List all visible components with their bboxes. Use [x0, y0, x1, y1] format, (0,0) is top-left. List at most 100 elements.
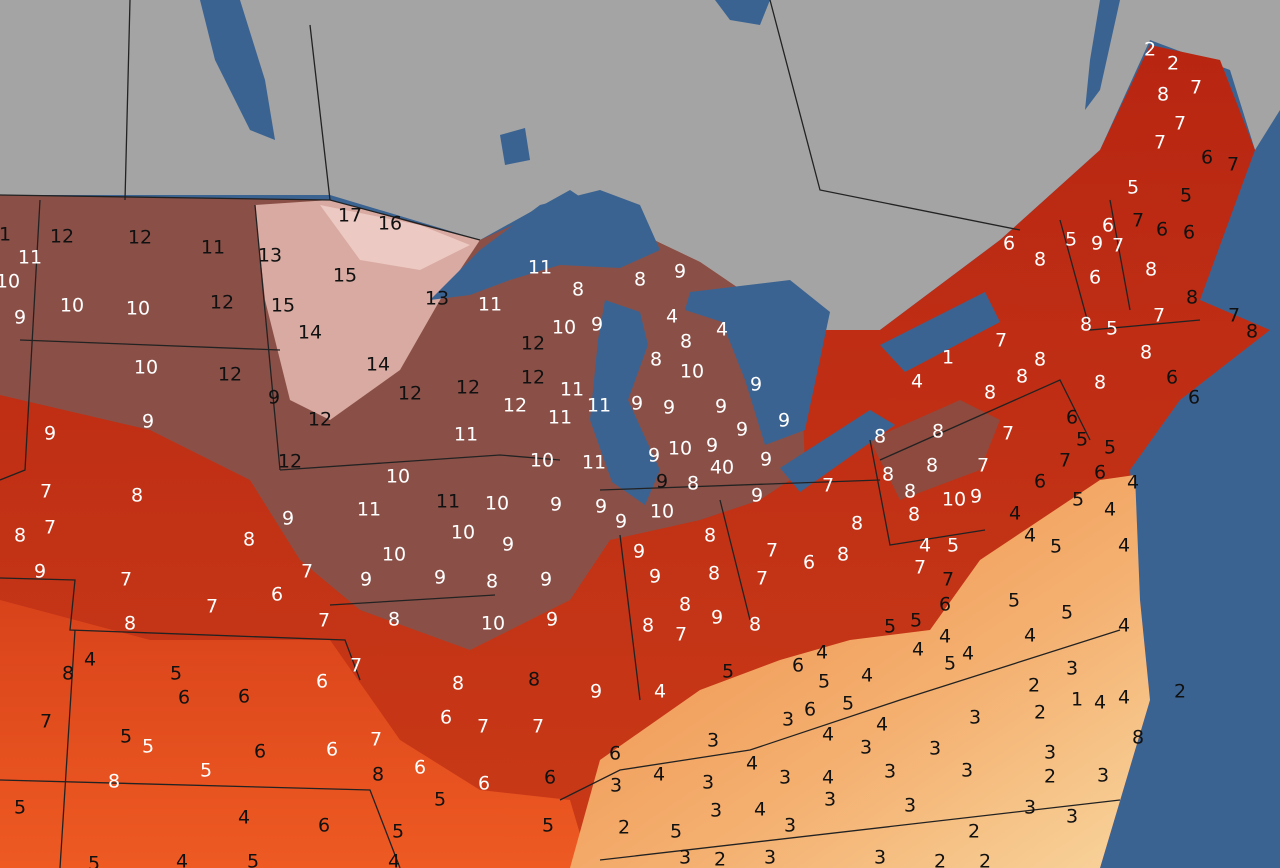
- lake-huron: [685, 280, 830, 445]
- value-label: 4: [919, 535, 931, 557]
- value-label: 8: [708, 563, 720, 585]
- value-label: 9: [615, 511, 627, 533]
- value-label: 11: [201, 237, 225, 259]
- value-label: 3: [707, 730, 719, 752]
- value-label: 9: [706, 435, 718, 457]
- value-label: 7: [1227, 154, 1239, 176]
- value-label: 6: [318, 815, 330, 837]
- value-label: 8: [1094, 372, 1106, 394]
- value-label: 10: [0, 271, 20, 293]
- value-label: 4: [388, 851, 400, 868]
- lake-nipigon: [500, 128, 530, 165]
- value-label: 8: [1132, 727, 1144, 749]
- value-label: 10: [680, 361, 704, 383]
- value-label: 4: [876, 714, 888, 736]
- value-label: 9: [648, 445, 660, 467]
- value-label: 17: [338, 205, 362, 227]
- value-label: 7: [1112, 235, 1124, 257]
- value-label: 13: [425, 288, 449, 310]
- lakes-ohio-zone: [870, 400, 1000, 500]
- value-label: 8: [1080, 314, 1092, 336]
- value-label: 9: [760, 449, 772, 471]
- value-label: 3: [874, 847, 886, 868]
- value-label: 7: [675, 624, 687, 646]
- value-label: 16: [378, 213, 402, 235]
- value-label: 11: [560, 379, 584, 401]
- value-label: 8: [1246, 321, 1258, 343]
- value-label: 9: [540, 569, 552, 591]
- value-label: 10: [451, 522, 475, 544]
- value-label: 3: [1066, 658, 1078, 680]
- value-label: 2: [1044, 766, 1056, 788]
- value-label: 12: [521, 367, 545, 389]
- value-label: 10: [386, 466, 410, 488]
- value-label: 3: [1066, 806, 1078, 828]
- value-label: 8: [926, 455, 938, 477]
- value-label: 6: [1201, 147, 1213, 169]
- value-label: 9: [778, 410, 790, 432]
- value-label: 9: [434, 567, 446, 589]
- value-label: 4: [1118, 615, 1130, 637]
- value-label: 6: [440, 707, 452, 729]
- value-label: 8: [1016, 366, 1028, 388]
- value-label: 12: [278, 451, 302, 473]
- value-label: 9: [34, 561, 46, 583]
- value-label: 9: [631, 393, 643, 415]
- value-label: 11: [528, 257, 552, 279]
- value-label: 8: [908, 504, 920, 526]
- value-label: 9: [750, 374, 762, 396]
- value-label: 4: [176, 851, 188, 868]
- lake-michigan: [590, 300, 660, 505]
- value-label: 3: [969, 707, 981, 729]
- value-label: 5: [142, 736, 154, 758]
- value-label: 4: [1024, 625, 1036, 647]
- value-label: 8: [749, 614, 761, 636]
- value-label: 2: [968, 821, 980, 843]
- value-label: 9: [656, 471, 668, 493]
- value-label: 6: [1183, 222, 1195, 244]
- value-label: 6: [178, 687, 190, 709]
- lightest-zone: [320, 205, 470, 270]
- value-label: 3: [1097, 765, 1109, 787]
- value-label: 6: [939, 594, 951, 616]
- value-label: 4: [822, 767, 834, 789]
- value-label: 4: [654, 681, 666, 703]
- value-label: 8: [388, 609, 400, 631]
- value-label: 8: [882, 464, 894, 486]
- value-label: 7: [756, 568, 768, 590]
- value-label: 12: [210, 292, 234, 314]
- value-label: 4: [962, 643, 974, 665]
- value-label: 9: [360, 569, 372, 591]
- value-label: 11: [582, 452, 606, 474]
- value-label: 7: [1174, 113, 1186, 135]
- value-label: 14: [298, 322, 322, 344]
- value-label: 9: [649, 566, 661, 588]
- value-label: 10: [530, 450, 554, 472]
- value-label: 5: [542, 815, 554, 837]
- value-label: 12: [218, 364, 242, 386]
- value-label: 7: [477, 716, 489, 738]
- value-label: 5: [247, 851, 259, 868]
- value-label: 3: [610, 775, 622, 797]
- value-label: 12: [398, 383, 422, 405]
- state-borders: [0, 0, 1201, 868]
- value-label: 9: [715, 396, 727, 418]
- lake-superior: [430, 190, 660, 300]
- value-label: 8: [108, 771, 120, 793]
- value-label: 9: [736, 419, 748, 441]
- value-label: 2: [1167, 53, 1179, 75]
- value-label: 12: [521, 333, 545, 355]
- value-label: 2: [714, 849, 726, 868]
- value-label: 11: [357, 499, 381, 521]
- value-label: 7: [350, 655, 362, 677]
- value-label: 12: [503, 395, 527, 417]
- value-label: 7: [370, 729, 382, 751]
- value-label: 9: [44, 423, 56, 445]
- value-label: 10: [481, 613, 505, 635]
- value-label: 5: [1180, 185, 1192, 207]
- value-label: 7: [914, 557, 926, 579]
- value-label: 40: [710, 457, 734, 479]
- value-label: 10: [126, 298, 150, 320]
